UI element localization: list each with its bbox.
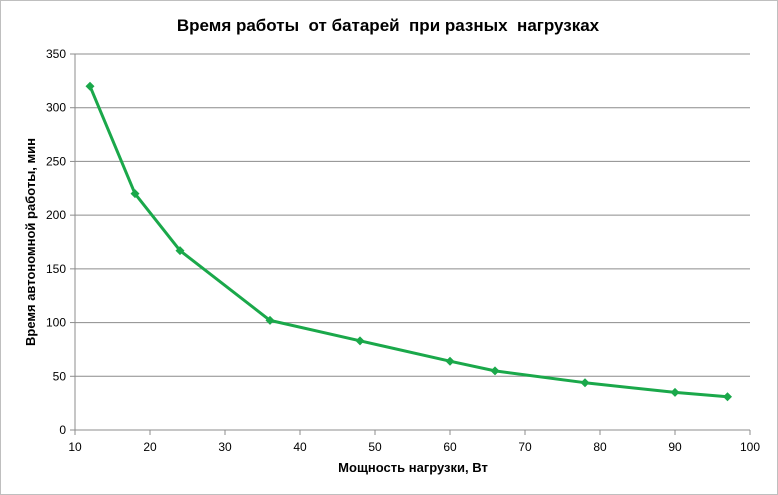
data-point-66: [490, 366, 500, 376]
data-point-12: [85, 81, 95, 91]
y-tick-labels: 0 50 100 150 200 250 300 350: [46, 47, 66, 437]
y-tick-label-200: 200: [46, 208, 66, 222]
data-point-18: [130, 189, 140, 199]
x-axis-title: Мощность нагрузки, Вт: [338, 460, 488, 475]
y-tick-label-350: 350: [46, 47, 66, 61]
data-point-60: [445, 356, 455, 366]
y-tick-label-150: 150: [46, 262, 66, 276]
series: [85, 81, 732, 402]
data-point-97: [723, 392, 732, 402]
x-tick-label-30: 30: [218, 440, 232, 454]
x-tick-label-50: 50: [368, 440, 382, 454]
data-point-48: [355, 336, 365, 346]
data-point-36: [265, 315, 275, 325]
gridlines: [75, 53, 750, 377]
x-tick-label-20: 20: [143, 440, 157, 454]
y-tick-label-50: 50: [53, 369, 67, 383]
x-tick-label-100: 100: [740, 440, 760, 454]
y-tick-label-250: 250: [46, 154, 66, 168]
axes: [70, 53, 751, 435]
x-tick-label-90: 90: [668, 440, 682, 454]
data-point-90: [670, 387, 680, 397]
series-line-0: [88, 85, 728, 399]
y-tick-label-0: 0: [59, 423, 66, 437]
x-tick-labels: 10 20 30 40 50 60 70 80 90 100: [68, 440, 760, 454]
x-tick-label-10: 10: [68, 440, 82, 454]
y-tick-label-100: 100: [46, 316, 66, 330]
chart-title: Время работы от батарей при разных нагру…: [177, 16, 600, 35]
data-point-78: [580, 378, 590, 388]
x-tick-label-80: 80: [593, 440, 607, 454]
y-tick-label-300: 300: [46, 101, 66, 115]
x-tick-label-60: 60: [443, 440, 457, 454]
x-tick-label-40: 40: [293, 440, 307, 454]
data-point-24: [175, 246, 185, 256]
y-axis-title: Время автономной работы, мин: [23, 138, 38, 346]
x-tick-label-70: 70: [518, 440, 532, 454]
